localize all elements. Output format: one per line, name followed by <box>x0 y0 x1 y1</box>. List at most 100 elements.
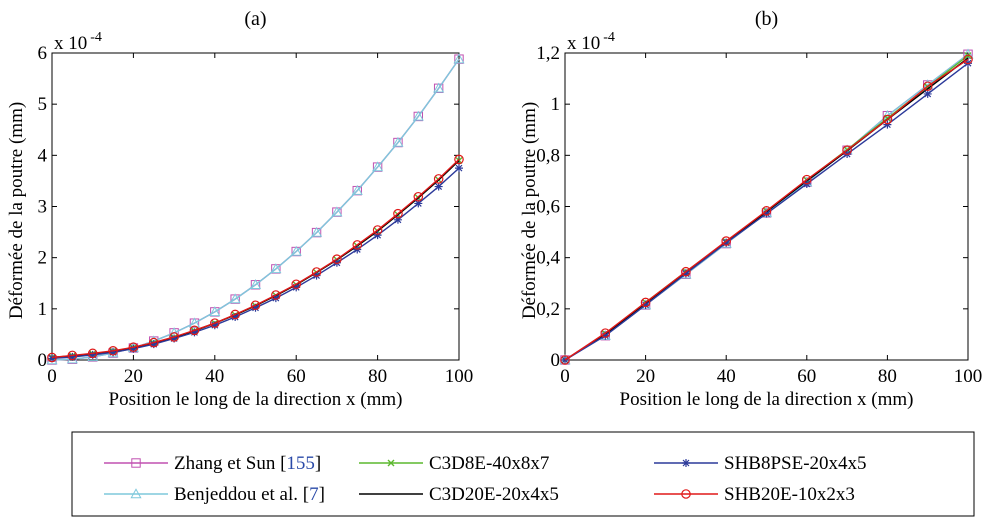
data-point-shb20e <box>291 279 301 290</box>
x-tick-label: 80 <box>878 366 897 387</box>
y-axis-label: Déformée de la poutre (mm) <box>6 102 27 319</box>
data-point-shb8pse <box>231 313 240 322</box>
data-point-shb20e <box>47 352 57 363</box>
data-point-shb8pse <box>48 354 56 363</box>
data-point-shb20e <box>560 355 570 365</box>
data-point-shb8pse <box>210 321 219 330</box>
data-point-shb20e <box>433 174 444 184</box>
series-line-shb20e <box>564 58 969 361</box>
data-point-benjeddou <box>209 306 221 317</box>
data-point-shb20e <box>332 254 342 265</box>
x-tick-label: 20 <box>636 366 655 387</box>
data-point-shb8pse <box>332 258 341 267</box>
panel-label: (a) <box>244 8 266 30</box>
data-point-shb20e <box>210 318 220 328</box>
data-point-shb20e <box>148 337 159 348</box>
data-point-shb20e <box>922 81 933 92</box>
data-point-shb20e <box>393 208 403 219</box>
data-point-shb20e <box>761 206 772 216</box>
x-tick-label: 0 <box>47 366 57 387</box>
data-point-benjeddou <box>188 317 201 328</box>
legend-label: SHB20E-10x2x3 <box>724 484 855 505</box>
legend-label: Benjeddou et al. [7] <box>174 484 325 505</box>
data-point-shb8pse <box>762 209 771 218</box>
data-point-shb8pse <box>923 89 932 98</box>
legend-label-text: C3D8E-40x8x7 <box>429 453 549 474</box>
legend-entry-zhang: Zhang et Sun [155] <box>104 453 321 474</box>
data-point-shb20e <box>311 267 322 277</box>
series-shb20e <box>47 154 464 363</box>
data-point-shb8pse <box>601 331 610 340</box>
data-point-shb20e <box>108 345 118 356</box>
y-exponent-power: -4 <box>603 30 615 45</box>
y-axis-exponent: x 10 -4 <box>54 30 102 54</box>
data-point-shb20e <box>721 236 731 246</box>
legend-label-text: Zhang et Sun [ <box>174 453 286 474</box>
x-tick-label: 40 <box>717 366 736 387</box>
legend-entry-c3d20e: C3D20E-20x4x5 <box>359 484 559 505</box>
data-point-benjeddou <box>412 110 424 121</box>
legend-entry-shb8pse: SHB8PSE-20x4x5 <box>654 453 867 474</box>
legend-marker-c3d8e <box>387 459 395 467</box>
data-point-benjeddou <box>331 206 343 217</box>
data-point-shb8pse <box>271 294 280 303</box>
y-exponent-base: x 10 <box>54 33 87 54</box>
data-point-benjeddou <box>290 245 302 256</box>
y-exponent-base: x 10 <box>567 33 600 54</box>
data-point-shb8pse <box>109 348 118 357</box>
data-point-shb20e <box>271 290 281 300</box>
data-point-shb20e <box>882 114 893 125</box>
x-tick-label: 40 <box>205 366 224 387</box>
data-point-shb8pse <box>292 283 301 292</box>
data-point-shb8pse <box>455 164 463 173</box>
y-exponent-power: -4 <box>90 30 102 45</box>
data-point-shb8pse <box>88 350 97 359</box>
data-point-shb8pse <box>149 340 158 349</box>
y-tick-label: 2 <box>38 248 48 269</box>
y-tick-label: 5 <box>38 94 48 115</box>
data-point-shb8pse <box>68 352 77 361</box>
y-tick-label: 1,2 <box>536 43 560 64</box>
data-point-shb8pse <box>681 269 690 278</box>
legend-label-suffix: ] <box>319 484 325 505</box>
legend-label-text: C3D20E-20x4x5 <box>429 484 559 505</box>
data-point-shb20e <box>87 348 98 359</box>
data-point-shb8pse <box>251 303 260 312</box>
series-shb20e <box>560 54 973 365</box>
data-point-shb8pse <box>434 182 443 191</box>
legend-ref-link: 7 <box>309 484 319 505</box>
panel-label: (b) <box>755 8 778 30</box>
y-tick-label: 1 <box>551 94 561 115</box>
data-point-benjeddou <box>392 136 404 147</box>
y-tick-label: 0 <box>551 350 561 371</box>
data-point-benjeddou <box>453 53 465 64</box>
x-axis-label: Position le long de la direction x (mm) <box>620 389 914 410</box>
data-point-shb20e <box>250 300 261 311</box>
legend-label: SHB8PSE-20x4x5 <box>724 453 867 474</box>
data-point-shb8pse <box>312 271 321 280</box>
data-point-shb20e <box>128 342 139 353</box>
data-point-benjeddou <box>270 263 282 274</box>
data-point-benjeddou <box>249 279 262 289</box>
x-tick-label: 100 <box>954 366 983 387</box>
data-point-shb8pse <box>373 231 382 240</box>
plot-area <box>51 52 460 361</box>
data-point-shb8pse <box>170 334 179 343</box>
legend-entry-benjeddou: Benjeddou et al. [7] <box>104 484 325 505</box>
data-point-shb20e <box>372 225 383 235</box>
data-point-shb20e <box>454 154 464 165</box>
y-tick-label: 0 <box>38 350 48 371</box>
legend-box <box>71 431 975 517</box>
legend-marker-shb8pse <box>682 459 690 467</box>
y-tick-label: 0,4 <box>536 248 560 269</box>
data-point-shb8pse <box>641 300 650 309</box>
legend-entry-c3d8e: C3D8E-40x8x7 <box>359 453 549 474</box>
data-point-shb20e <box>352 240 363 250</box>
data-point-shb8pse <box>190 328 199 337</box>
legend-marker-shb20e <box>681 489 691 499</box>
legend-label: Zhang et Sun [155] <box>174 453 321 474</box>
data-point-benjeddou <box>310 226 323 237</box>
data-point-shb20e <box>230 309 240 320</box>
data-point-shb20e <box>600 328 611 338</box>
legend-entry-shb20e: SHB20E-10x2x3 <box>654 484 855 505</box>
